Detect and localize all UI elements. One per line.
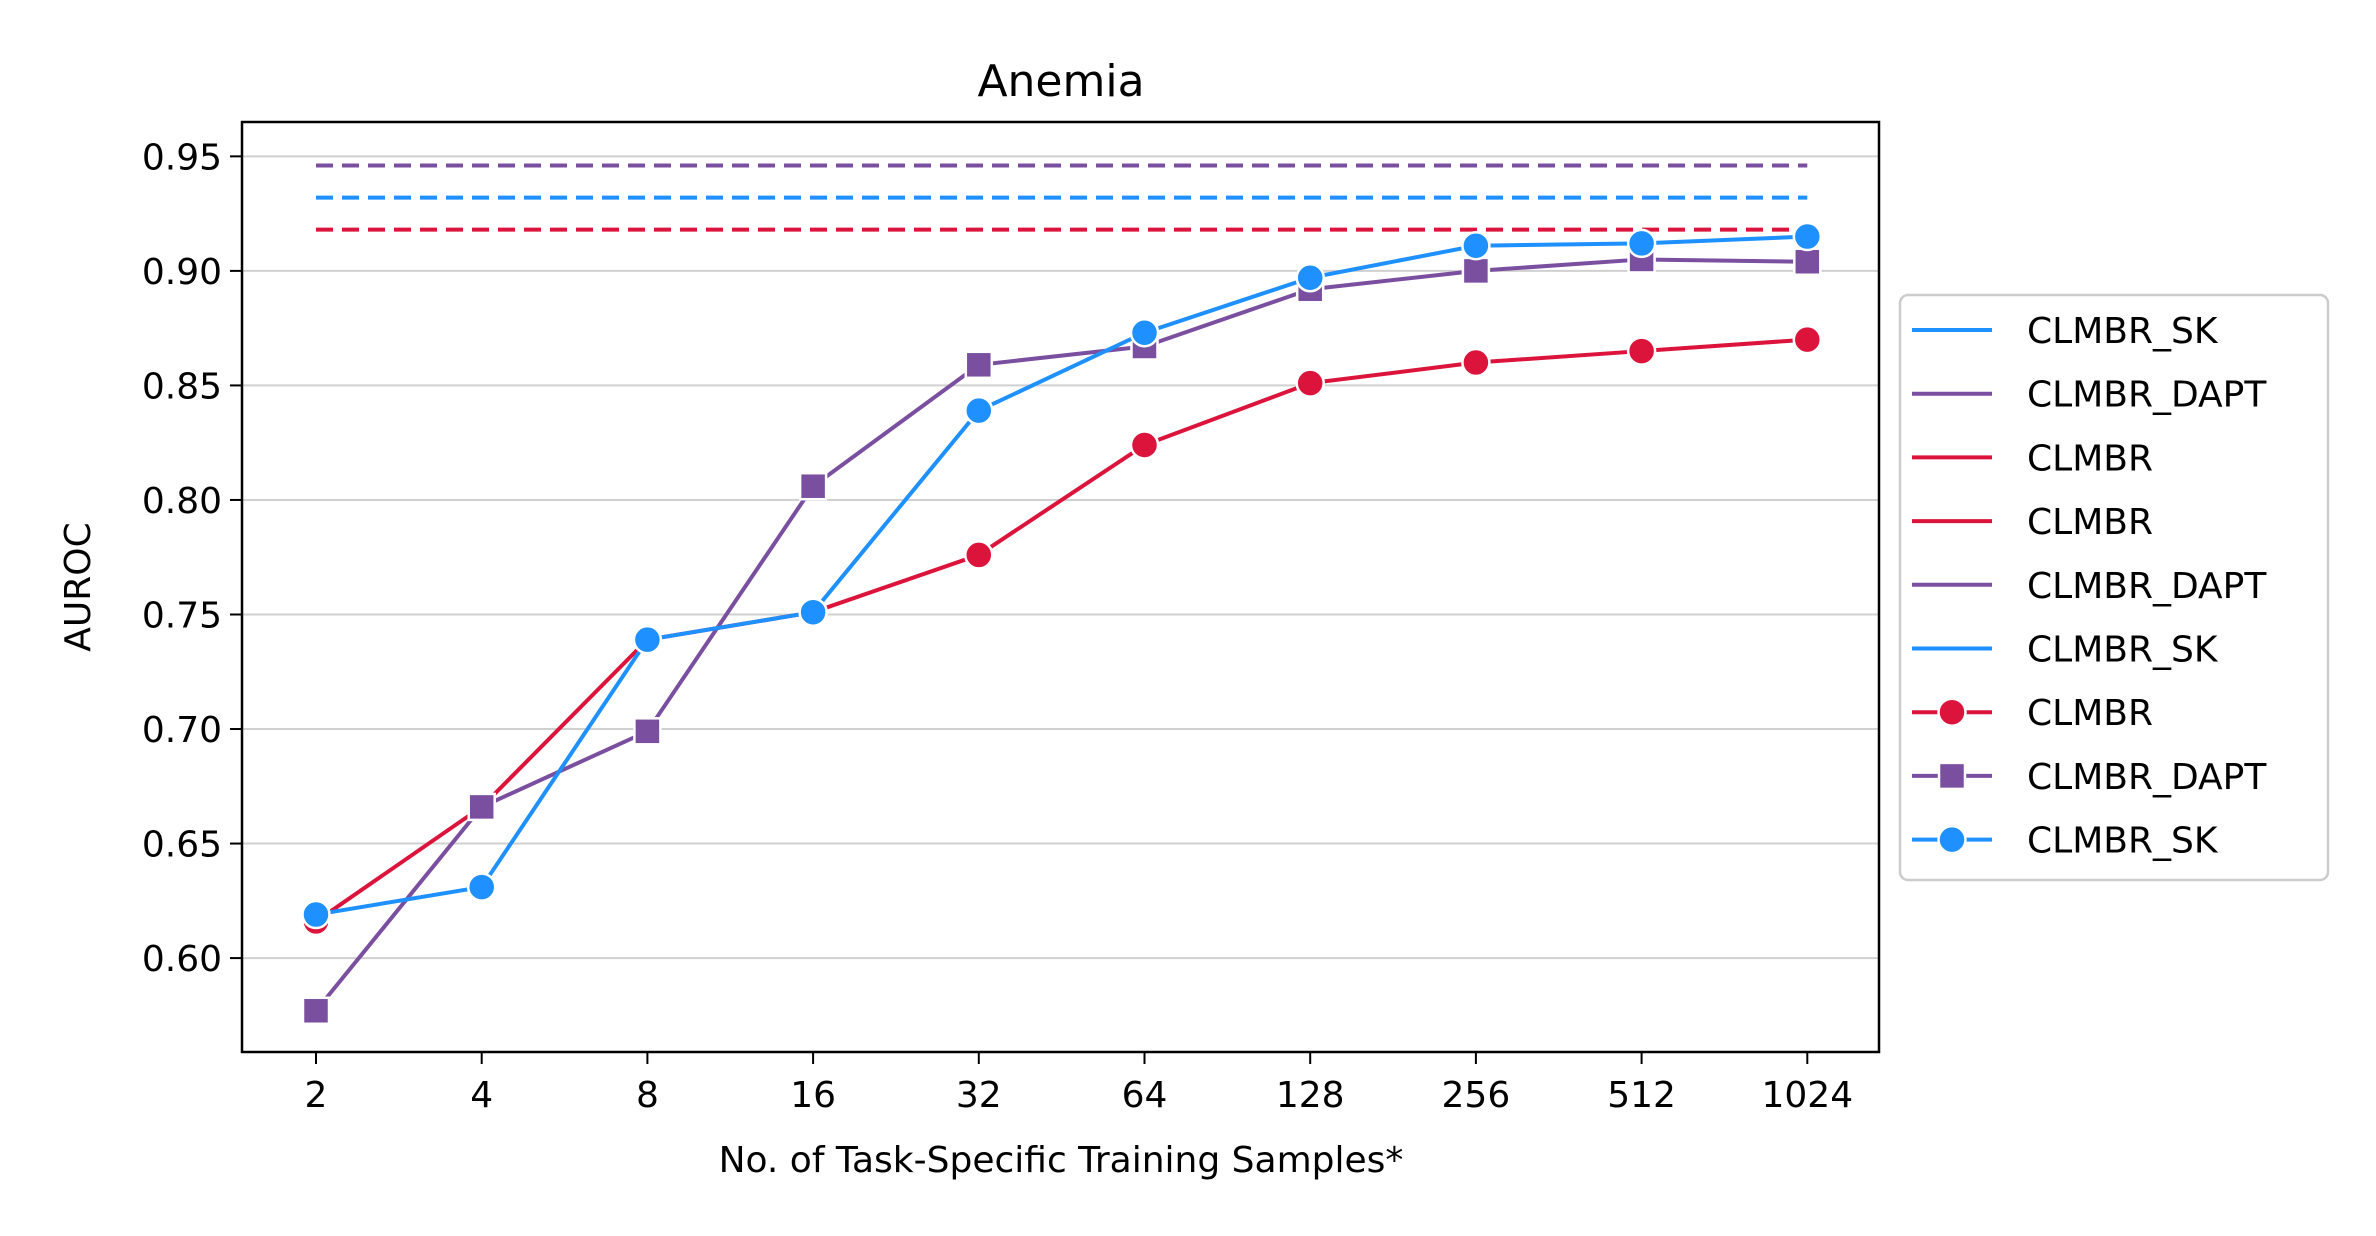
series-layer [301, 221, 1823, 1026]
data-point [1626, 228, 1657, 259]
y-tick-label: 0.60 [142, 939, 222, 980]
data-point [964, 395, 994, 426]
x-tick-label: 256 [1442, 1075, 1511, 1116]
data-point [1626, 336, 1657, 366]
x-tick-label: 32 [956, 1075, 1002, 1116]
x-tick-label: 128 [1276, 1075, 1345, 1116]
legend-label: CLMBR_DAPT [2027, 757, 2267, 798]
data-point [467, 792, 496, 822]
legend-label: CLMBR [2027, 502, 2153, 543]
data-point [1461, 230, 1491, 261]
data-point [1129, 317, 1160, 348]
legend-marker [1937, 761, 1967, 791]
chart-title: Anemia [977, 56, 1144, 107]
data-point [1129, 430, 1160, 460]
legend-item: CLMBR [1912, 693, 2153, 734]
data-point [466, 872, 497, 902]
legend-item: CLMBR_SK [1912, 821, 2219, 862]
legend-label: CLMBR_DAPT [2027, 375, 2267, 416]
legend-box [1898, 293, 2330, 882]
legend-label: CLMBR_SK [2027, 630, 2219, 671]
x-tick-label: 1024 [1761, 1075, 1853, 1116]
series [301, 221, 1823, 930]
data-point [1295, 368, 1325, 398]
series-line [314, 257, 1810, 1013]
data-point [301, 996, 331, 1026]
series-line [314, 234, 1810, 917]
data-point [1792, 221, 1823, 252]
data-point [1461, 256, 1491, 286]
series-line [314, 337, 1810, 924]
legend-label: CLMBR [2027, 438, 2153, 479]
x-tick-label: 512 [1607, 1075, 1676, 1116]
data-point [632, 624, 663, 655]
plot-frame [240, 120, 1881, 1054]
legend: CLMBR_SK CLMBR_DAPT CLMBR CLMBR CLMBR_DAPT CL… [1898, 293, 2330, 882]
y-axis-label: AUROC [58, 522, 99, 651]
y-tick-label: 0.75 [142, 595, 222, 636]
legend-marker [1937, 697, 1967, 727]
x-tick-label: 8 [636, 1075, 659, 1116]
grid-layer [242, 155, 1879, 960]
data-point [964, 350, 994, 380]
y-axis: 0.60 0.65 0.70 0.75 0.80 0.85 0.90 0.95 [142, 137, 242, 980]
y-tick-label: 0.95 [142, 137, 222, 178]
y-tick-label: 0.70 [142, 710, 222, 751]
legend-label: CLMBR_SK [2027, 311, 2219, 352]
data-point [798, 471, 828, 501]
legend-item: CLMBR_DAPT [1912, 757, 2267, 798]
legend-item: CLMBR_DAPT [1912, 375, 2267, 416]
legend-items: CLMBR_SK CLMBR_DAPT CLMBR CLMBR CLMBR_DAPT CL… [1912, 311, 2267, 862]
data-point [1793, 247, 1822, 276]
x-tick-label: 16 [790, 1075, 836, 1116]
legend-item: CLMBR_SK [1912, 311, 2219, 352]
data-point [633, 717, 662, 746]
x-tick-label: 64 [1122, 1075, 1168, 1116]
x-tick-label: 2 [305, 1075, 328, 1116]
y-tick-label: 0.90 [142, 252, 222, 293]
legend-label: CLMBR_SK [2027, 821, 2219, 862]
y-tick-label: 0.85 [142, 366, 222, 407]
data-point [798, 597, 828, 627]
data-point [1461, 347, 1491, 378]
x-axis-label: No. of Task-Specific Training Samples* [719, 1140, 1404, 1181]
x-tick-label: 4 [470, 1075, 493, 1116]
series [301, 245, 1822, 1026]
legend-label: CLMBR_DAPT [2027, 566, 2267, 607]
legend-label: CLMBR [2027, 693, 2153, 734]
data-point [1295, 263, 1325, 293]
reference-lines [316, 163, 1808, 232]
data-point [964, 540, 994, 570]
y-tick-label: 0.65 [142, 825, 222, 866]
data-point [1792, 324, 1823, 355]
data-point [301, 899, 331, 930]
legend-item: CLMBR_DAPT [1912, 566, 2267, 607]
x-axis: 2 4 8 16 32 64 128 256 512 1024 [305, 1052, 1853, 1116]
legend-item: CLMBR_SK [1912, 630, 2219, 671]
legend-item: CLMBR [1912, 502, 2153, 543]
legend-marker [1937, 824, 1967, 855]
legend-item: CLMBR [1912, 438, 2153, 479]
y-tick-label: 0.80 [142, 481, 222, 522]
